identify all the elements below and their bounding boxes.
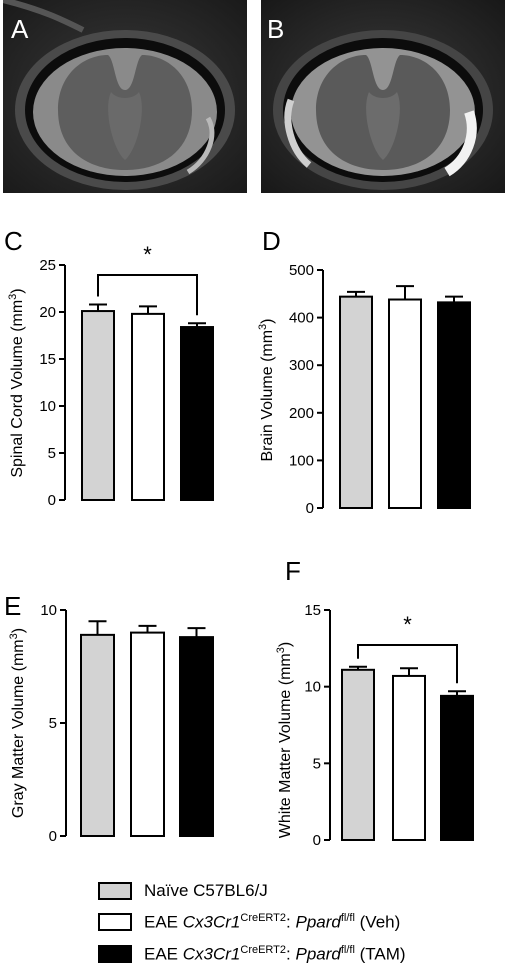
bar-d-veh [388, 298, 422, 509]
bar-f-tam [440, 694, 474, 841]
y-tick-label-c: 20 [39, 304, 56, 321]
bar-e-naive [80, 633, 115, 837]
y-tick-label-f: 0 [313, 832, 321, 849]
mri-slice-b [261, 0, 505, 193]
legend-swatch-veh [98, 913, 132, 931]
significance-star-f: * [403, 612, 412, 637]
y-tick-label-d: 500 [289, 262, 314, 279]
bar-f-naive [341, 668, 375, 841]
legend-item-tam: EAE Cx3Cr1CreERT2: Ppardfl/fl (TAM) [98, 943, 406, 965]
y-tick-label-e: 10 [40, 602, 57, 619]
mri-image-a: A [2, 0, 247, 193]
y-axis-label-f: White Matter Volume (mm3) [275, 642, 294, 838]
significance-bracket-c [97, 274, 198, 316]
bar-e-veh [130, 631, 165, 837]
panel-letter-e: E [4, 591, 21, 621]
y-tick-label-f: 10 [304, 679, 321, 696]
bar-e-tam [179, 636, 214, 837]
y-tick-label-c: 0 [48, 492, 56, 509]
y-tick-label-d: 200 [289, 405, 314, 422]
significance-star-c: * [143, 242, 152, 267]
y-axis-label-e: Gray Matter Volume (mm3) [8, 628, 27, 818]
panel-letter-b: B [267, 14, 285, 44]
y-tick-label-f: 5 [313, 755, 321, 772]
y-tick-label-d: 400 [289, 310, 314, 327]
legend-swatch-naive [98, 882, 132, 900]
legend-label-naive: Naïve C57BL6/J [144, 881, 268, 900]
bar-c-tam [180, 326, 214, 502]
y-tick-label-d: 300 [289, 357, 314, 374]
bar-f-veh [392, 674, 426, 842]
y-tick-label-e: 5 [49, 715, 57, 732]
panel-letter-c: C [4, 226, 23, 256]
panel-letter-d: D [262, 226, 281, 256]
y-axis-label-d: Brain Volume (mm3) [257, 318, 276, 461]
mri-image-b: B [261, 0, 505, 193]
y-tick-label-f: 15 [304, 602, 321, 619]
panel-letter-a: A [11, 14, 29, 44]
y-tick-label-e: 0 [49, 828, 57, 845]
legend-item-veh: EAE Cx3Cr1CreERT2: Ppardfl/fl (Veh) [98, 911, 400, 933]
legend-label-veh: EAE Cx3Cr1CreERT2: Ppardfl/fl (Veh) [144, 911, 401, 932]
y-tick-label-c: 25 [39, 257, 56, 274]
y-tick-label-c: 10 [39, 398, 56, 415]
panel-letter-f: F [285, 556, 301, 586]
y-axis-label-c: Spinal Cord Volume (mm3) [7, 288, 26, 477]
y-tick-label-d: 0 [306, 500, 314, 517]
mri-slice-a [2, 0, 247, 193]
bar-c-veh [131, 312, 165, 501]
legend-swatch-tam [98, 945, 132, 963]
bar-d-tam [437, 301, 471, 510]
bar-d-naive [339, 295, 373, 509]
bar-c-naive [81, 310, 115, 501]
significance-bracket-f [357, 644, 458, 684]
y-tick-label-c: 15 [39, 351, 56, 368]
y-tick-label-c: 5 [48, 445, 56, 462]
legend-label-tam: EAE Cx3Cr1CreERT2: Ppardfl/fl (TAM) [144, 943, 406, 964]
legend-item-naive: Naïve C57BL6/J [98, 880, 268, 902]
y-tick-label-d: 100 [289, 452, 314, 469]
